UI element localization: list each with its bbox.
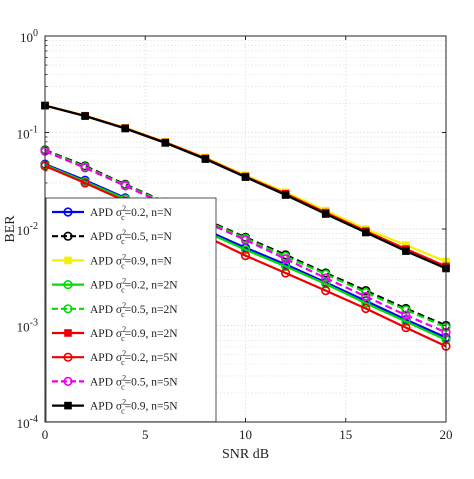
- series-point: [281, 254, 291, 264]
- legend-label: APD σ2 c=0.2, n=2N: [90, 277, 178, 295]
- series-point: [201, 155, 210, 163]
- series-point: [401, 323, 411, 333]
- legend-entry: APD σ2 c=0.2, n=N: [52, 204, 173, 222]
- series-point: [321, 273, 331, 283]
- series-point: [240, 251, 251, 261]
- series-point: [361, 303, 371, 314]
- legend-label: APD σ2 c=0.9, n=5N: [90, 398, 178, 416]
- x-tick-label: 15: [339, 427, 352, 442]
- series-point: [401, 305, 411, 315]
- legend-marker: [63, 376, 73, 387]
- legend-marker: [64, 329, 72, 337]
- legend-label: APD σ2 c=0.9, n=2N: [90, 325, 178, 343]
- legend-marker: [63, 280, 73, 290]
- y-tick-label: 10-2: [17, 221, 38, 238]
- x-tick-label: 0: [42, 427, 49, 442]
- series-point: [120, 181, 130, 191]
- legend-entry: APD σ2 c=0.9, n=5N: [52, 398, 178, 416]
- legend-marker: [64, 401, 72, 410]
- series-point: [281, 268, 291, 278]
- legend-entry: APD σ2 c=0.5, n=5N: [52, 373, 178, 391]
- legend-entry: APD σ2 c=0.5, n=2N: [52, 301, 178, 319]
- legend-entry: APD σ2 c=0.2, n=5N: [52, 349, 178, 367]
- series-point: [361, 291, 371, 302]
- y-tick-label: 10-4: [17, 414, 38, 431]
- x-tick-label: 10: [239, 427, 252, 442]
- series-point: [321, 210, 330, 218]
- series-point: [281, 191, 290, 199]
- series-point: [80, 178, 90, 188]
- series-line: [44, 150, 447, 334]
- legend-marker: [63, 352, 73, 362]
- legend-entry: APD σ2 c=0.9, n=2N: [52, 325, 178, 343]
- legend-entry: APD σ2 c=0.5, n=N: [52, 228, 173, 246]
- legend-label: APD σ2 c=0.5, n=5N: [90, 373, 178, 391]
- legend-label: APD σ2 c=0.5, n=2N: [90, 301, 178, 319]
- series-line: [44, 164, 447, 341]
- y-axis-label: BER: [3, 215, 18, 243]
- series-point: [402, 247, 410, 255]
- legend-marker: [63, 231, 73, 241]
- series-point: [121, 124, 130, 133]
- series-point: [240, 245, 251, 255]
- y-tick-label: 10-3: [17, 318, 38, 335]
- legend-label: APD σ2 c=0.2, n=5N: [90, 349, 178, 367]
- y-tick-label: 100: [20, 28, 38, 45]
- series-point: [321, 285, 331, 296]
- legend-label: APD σ2 c=0.9, n=N: [90, 252, 173, 270]
- legend-entry: APD σ2 c=0.9, n=N: [52, 252, 173, 270]
- x-tick-label: 5: [142, 427, 149, 442]
- series-point: [401, 310, 411, 320]
- legend-label: APD σ2 c=0.2, n=N: [90, 204, 173, 222]
- legend-marker: [63, 304, 73, 314]
- legend-marker: [64, 256, 72, 265]
- series-point: [240, 235, 251, 245]
- series-point: [81, 112, 89, 120]
- series-line: [44, 164, 447, 348]
- legend-label: APD σ2 c=0.5, n=N: [90, 228, 173, 246]
- y-tick-label: 10-1: [17, 125, 38, 142]
- x-tick-label: 20: [440, 427, 453, 442]
- ticks: 0 5 10 15 20 10-4 10-3 10-2 10-1 100: [17, 28, 453, 442]
- series-point: [362, 228, 370, 237]
- series-point: [80, 163, 90, 173]
- series-point: [401, 316, 411, 327]
- series-point: [321, 279, 331, 289]
- legend: APD σ2 c=0.2, n=N APD σ2 c=0.5, n=N APD σ2 c=…: [45, 197, 217, 423]
- series-point: [241, 173, 250, 181]
- series-point: [161, 139, 170, 147]
- legend-marker: [63, 207, 73, 217]
- x-axis-label: SNR dB: [222, 447, 269, 462]
- legend-entry: APD σ2 c=0.2, n=2N: [52, 277, 178, 295]
